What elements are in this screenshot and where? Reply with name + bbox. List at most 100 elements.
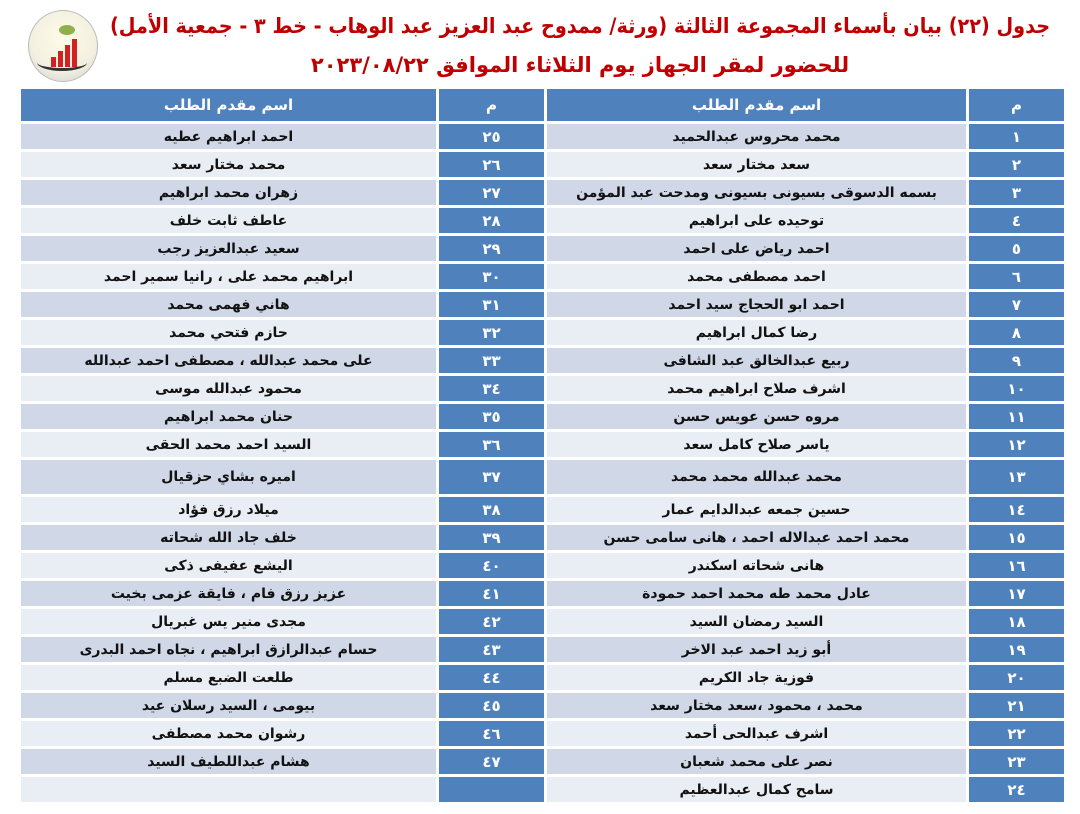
row-number: ١٥: [966, 525, 1064, 550]
column-header-name: اسم مقدم الطلب: [544, 89, 966, 121]
table-row: ٢ سعد مختار سعد ٢٦ محمد مختار سعد: [18, 152, 1064, 177]
table-row: ٤ توحيده على ابراهيم ٢٨ عاطف ثابت خلف: [18, 208, 1064, 233]
row-number: ٦: [966, 264, 1064, 289]
row-number: ٤٧: [436, 749, 544, 774]
row-number: ١: [966, 124, 1064, 149]
applicant-name: محمد مختار سعد: [18, 152, 436, 177]
applicant-name: السيد احمد محمد الحقى: [18, 432, 436, 457]
applicant-name: هانى شحاته اسكندر: [544, 553, 966, 578]
row-number: ١١: [966, 404, 1064, 429]
title-block: جدول (٢٢) بيان بأسماء المجموعة الثالثة (…: [110, 6, 1050, 84]
applicant-name: محمود عبدالله موسى: [18, 376, 436, 401]
row-number: ٣٢: [436, 320, 544, 345]
row-number: ١٤: [966, 497, 1064, 522]
row-number: ٣٤: [436, 376, 544, 401]
applicant-name: على محمد عبدالله ، مصطفى احمد عبدالله: [18, 348, 436, 373]
row-number: ٤١: [436, 581, 544, 606]
table-row: ٣ بسمه الدسوقى بسيونى بسيونى ومدحت عبد ال…: [18, 180, 1064, 205]
applicants-table: م اسم مقدم الطلب م اسم مقدم الطلب ١ محمد …: [18, 86, 1064, 805]
applicant-name: عزيز رزق فام ، فايقة عزمى بخيت: [18, 581, 436, 606]
row-number: ٤: [966, 208, 1064, 233]
applicant-name: سعد مختار سعد: [544, 152, 966, 177]
table-row: ١٤ حسين جمعه عبدالدايم عمار ٣٨ ميلاد رزق فؤ…: [18, 497, 1064, 522]
row-number: ٢٩: [436, 236, 544, 261]
row-number: ٢١: [966, 693, 1064, 718]
table-row: ١١ مروه حسن عويس حسن ٣٥ حنان محمد ابراهيم: [18, 404, 1064, 429]
row-number: ٣٣: [436, 348, 544, 373]
table-row: ١ محمد محروس عبدالحميد ٢٥ احمد ابراهيم عطيه: [18, 124, 1064, 149]
applicant-name: خلف جاد الله شحاته: [18, 525, 436, 550]
row-number: ٢٢: [966, 721, 1064, 746]
row-number: ١٧: [966, 581, 1064, 606]
applicant-name: حنان محمد ابراهيم: [18, 404, 436, 429]
row-number: ١٩: [966, 637, 1064, 662]
applicant-name: احمد ابراهيم عطيه: [18, 124, 436, 149]
row-number: ٣٦: [436, 432, 544, 457]
row-number: [436, 777, 544, 802]
applicant-name: ابراهيم محمد على ، رانيا سمير احمد: [18, 264, 436, 289]
row-number: ١٣: [966, 460, 1064, 494]
row-number: ١٠: [966, 376, 1064, 401]
applicant-name: فوزية جاد الكريم: [544, 665, 966, 690]
column-header-number: م: [966, 89, 1064, 121]
table-row: ٢١ محمد ، محمود ،سعد مختار سعد ٤٥ بيومى ، ا…: [18, 693, 1064, 718]
applicant-name: بيومى ، السيد رسلان عيد: [18, 693, 436, 718]
row-number: ٤٦: [436, 721, 544, 746]
applicant-name: سامح كمال عبدالعظيم: [544, 777, 966, 802]
row-number: ٢٤: [966, 777, 1064, 802]
table-header-row: م اسم مقدم الطلب م اسم مقدم الطلب: [18, 89, 1064, 121]
applicant-name: نصر على محمد شعبان: [544, 749, 966, 774]
applicant-name: احمد رياض على احمد: [544, 236, 966, 261]
applicant-name: مروه حسن عويس حسن: [544, 404, 966, 429]
applicant-name: توحيده على ابراهيم: [544, 208, 966, 233]
column-header-number: م: [436, 89, 544, 121]
applicant-name: حازم فتحي محمد: [18, 320, 436, 345]
row-number: ٤٣: [436, 637, 544, 662]
applicant-name: احمد ابو الحجاج سيد احمد: [544, 292, 966, 317]
column-header-name: اسم مقدم الطلب: [18, 89, 436, 121]
applicant-name: اشرف صلاح ابراهيم محمد: [544, 376, 966, 401]
table-row: ١٦ هانى شحاته اسكندر ٤٠ اليشع عفيفى ذكى: [18, 553, 1064, 578]
organization-logo: [28, 10, 98, 82]
applicant-name: اميره بشاي حزقيال: [18, 460, 436, 494]
row-number: ٣٩: [436, 525, 544, 550]
table-row: ١٢ ياسر صلاح كامل سعد ٣٦ السيد احمد محمد ال…: [18, 432, 1064, 457]
applicant-name: [18, 777, 436, 802]
row-number: ١٢: [966, 432, 1064, 457]
row-number: ٤٢: [436, 609, 544, 634]
applicant-name: رشوان محمد مصطفى: [18, 721, 436, 746]
applicant-name: محمد عبدالله محمد محمد: [544, 460, 966, 494]
row-number: ٢٧: [436, 180, 544, 205]
applicant-name: هشام عبداللطيف السيد: [18, 749, 436, 774]
applicant-name: احمد مصطفى محمد: [544, 264, 966, 289]
applicant-name: ياسر صلاح كامل سعد: [544, 432, 966, 457]
table-row: ١٠ اشرف صلاح ابراهيم محمد ٣٤ محمود عبدالله …: [18, 376, 1064, 401]
table-row: ١٩ أبو زيد احمد عبد الاخر ٤٣ حسام عبدالرازق…: [18, 637, 1064, 662]
row-number: ٢٠: [966, 665, 1064, 690]
row-number: ٣١: [436, 292, 544, 317]
table-row: ٧ احمد ابو الحجاج سيد احمد ٣١ هاني فهمى محم…: [18, 292, 1064, 317]
applicant-name: عاطف ثابت خلف: [18, 208, 436, 233]
row-number: ٢٨: [436, 208, 544, 233]
applicant-name: محمد احمد عبدالاله احمد ، هانى سامى حسن: [544, 525, 966, 550]
applicant-name: محمد ، محمود ،سعد مختار سعد: [544, 693, 966, 718]
table-row: ١٥ محمد احمد عبدالاله احمد ، هانى سامى حس…: [18, 525, 1064, 550]
applicant-name: رضا كمال ابراهيم: [544, 320, 966, 345]
applicant-name: مجدى منير يس غبريال: [18, 609, 436, 634]
applicant-name: هاني فهمى محمد: [18, 292, 436, 317]
applicant-name: ميلاد رزق فؤاد: [18, 497, 436, 522]
row-number: ٢: [966, 152, 1064, 177]
applicant-name: أبو زيد احمد عبد الاخر: [544, 637, 966, 662]
table-row: ٨ رضا كمال ابراهيم ٣٢ حازم فتحي محمد: [18, 320, 1064, 345]
applicant-name: سعيد عبدالعزيز رجب: [18, 236, 436, 261]
applicant-name: بسمه الدسوقى بسيونى بسيونى ومدحت عبد الم…: [544, 180, 966, 205]
applicant-name: ربيع عبدالخالق عبد الشافى: [544, 348, 966, 373]
table-row: ٥ احمد رياض على احمد ٢٩ سعيد عبدالعزيز رجب: [18, 236, 1064, 261]
applicant-name: اليشع عفيفى ذكى: [18, 553, 436, 578]
row-number: ٣: [966, 180, 1064, 205]
applicant-name: محمد محروس عبدالحميد: [544, 124, 966, 149]
row-number: ٣٠: [436, 264, 544, 289]
applicant-name: السيد رمضان السيد: [544, 609, 966, 634]
applicant-name: اشرف عبدالحى أحمد: [544, 721, 966, 746]
row-number: ٤٠: [436, 553, 544, 578]
